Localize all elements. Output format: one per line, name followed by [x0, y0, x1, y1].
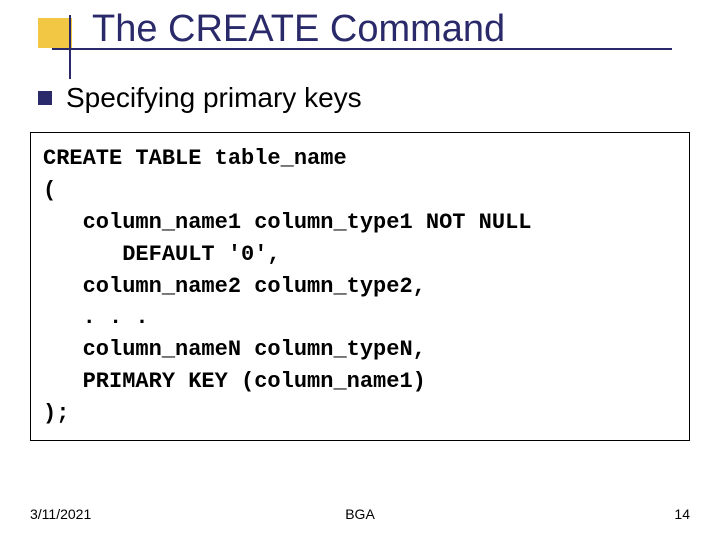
footer-date: 3/11/2021 [30, 506, 91, 522]
title-vertical-rule [69, 15, 71, 79]
bullet-square-icon [38, 91, 52, 105]
footer-author: BGA [345, 506, 375, 522]
bullet-item: Specifying primary keys [38, 82, 362, 114]
bullet-text: Specifying primary keys [66, 82, 362, 114]
code-block: CREATE TABLE table_name ( column_name1 c… [30, 132, 690, 441]
accent-square [38, 18, 72, 48]
slide-footer: 3/11/2021 BGA 14 [30, 506, 690, 522]
slide-title: The CREATE Command [92, 8, 505, 51]
footer-page-number: 14 [674, 506, 690, 522]
